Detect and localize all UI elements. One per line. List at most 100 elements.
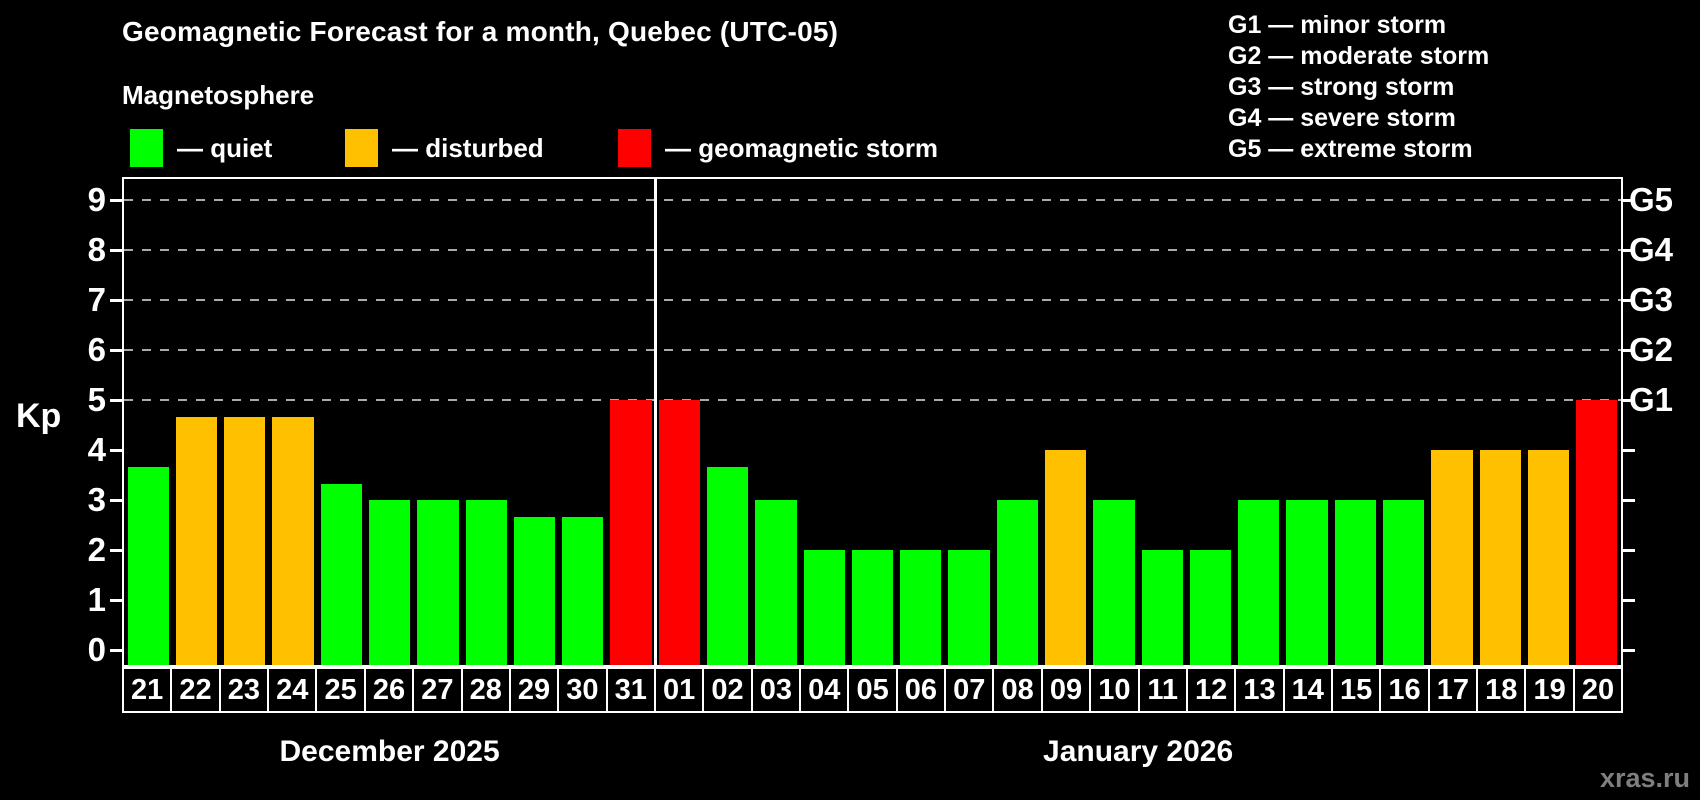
y-tick-right-8	[1623, 249, 1635, 252]
legend-quiet-label: — quiet	[177, 132, 273, 163]
y-tick-right-4	[1623, 449, 1635, 452]
bar-day-12	[1189, 550, 1232, 665]
y-tick-label-8: 8	[87, 231, 106, 268]
day-cell-04: 04	[799, 667, 850, 713]
month-label-december: December 2025	[279, 735, 500, 768]
day-cell-06: 06	[895, 667, 947, 713]
y-tick-label-1: 1	[87, 581, 106, 618]
bar-day-30	[562, 516, 604, 665]
g-level-label-g3: G3	[1629, 281, 1674, 318]
day-cell-25: 25	[315, 667, 366, 713]
bar-day-01	[658, 400, 700, 665]
y-tick-left-8	[110, 249, 122, 252]
g-legend-row-1: G1 — minor storm	[1228, 11, 1447, 39]
bar-day-17	[1431, 450, 1473, 665]
gridline-kp-8	[124, 249, 1621, 251]
day-cell-12: 12	[1185, 667, 1237, 713]
gridline-kp-9	[124, 199, 1621, 201]
bar-day-19	[1527, 450, 1570, 665]
day-cell-27: 27	[412, 667, 463, 713]
y-tick-left-3	[110, 499, 122, 502]
bar-day-29	[513, 516, 556, 665]
legend-item-quiet: — quiet	[130, 128, 272, 168]
bar-day-14	[1286, 500, 1328, 665]
y-tick-right-3	[1623, 499, 1635, 502]
bar-day-15	[1334, 500, 1377, 665]
day-cell-18: 18	[1476, 667, 1527, 713]
y-tick-left-2	[110, 549, 122, 552]
g-level-label-g4: G4	[1629, 231, 1674, 268]
y-tick-label-2: 2	[87, 531, 106, 568]
legend-storm-label: — geomagnetic storm	[665, 132, 939, 163]
day-cell-20: 20	[1572, 667, 1624, 713]
month-boundary-line	[653, 179, 657, 665]
bar-day-23	[224, 416, 266, 665]
g-legend-row-2: G2 — moderate storm	[1228, 42, 1490, 70]
day-cell-15: 15	[1330, 667, 1382, 713]
y-tick-right-7	[1623, 299, 1635, 302]
bar-day-26	[368, 500, 411, 665]
day-label-row: 21 22 23 24 25 26 27 28 29 30 31 01 02 03 04 05 06 07 08 09…	[122, 667, 1624, 713]
bar-day-05	[851, 550, 894, 665]
g-level-label-g2: G2	[1629, 331, 1674, 368]
y-tick-right-2	[1623, 549, 1635, 552]
storm-color-swatch	[618, 129, 651, 167]
day-cell-23: 23	[218, 667, 270, 713]
day-cell-22: 22	[170, 667, 221, 713]
day-cell-07: 07	[944, 667, 995, 713]
y-tick-left-6	[110, 349, 122, 352]
y-tick-label-7: 7	[87, 281, 106, 318]
bar-day-10	[1093, 500, 1135, 665]
day-cell-24: 24	[267, 667, 318, 713]
bar-day-24	[272, 416, 314, 665]
bar-day-27	[417, 500, 459, 665]
bar-day-08	[996, 500, 1038, 665]
day-cell-09: 09	[1040, 667, 1092, 713]
y-tick-label-6: 6	[87, 331, 106, 368]
y-tick-left-0	[110, 649, 122, 652]
bar-day-03	[755, 500, 797, 665]
y-tick-left-5	[110, 399, 122, 402]
day-cell-08: 08	[992, 667, 1043, 713]
bar-day-25	[320, 483, 362, 665]
day-cell-05: 05	[847, 667, 898, 713]
disturbed-color-swatch	[345, 129, 378, 167]
y-tick-right-6	[1623, 349, 1635, 352]
day-cell-30: 30	[557, 667, 608, 713]
watermark: xras.ru	[1599, 763, 1690, 793]
y-tick-label-3: 3	[87, 481, 106, 518]
y-tick-right-1	[1623, 599, 1635, 602]
day-cell-13: 13	[1234, 667, 1285, 713]
y-tick-left-9	[110, 199, 122, 202]
gridline-kp-6	[124, 349, 1621, 351]
y-tick-label-0: 0	[87, 631, 106, 668]
g-legend-row-4: G4 — severe storm	[1228, 104, 1456, 132]
y-tick-label-4: 4	[87, 431, 106, 468]
bar-day-21	[127, 466, 169, 665]
day-cell-28: 28	[460, 667, 511, 713]
y-tick-right-0	[1623, 649, 1635, 652]
bar-day-07	[948, 550, 990, 665]
g-legend-row-5: G5 — extreme storm	[1228, 135, 1473, 163]
day-cell-11: 11	[1137, 667, 1188, 713]
y-tick-left-4	[110, 449, 122, 452]
day-cell-14: 14	[1282, 667, 1333, 713]
day-cell-02: 02	[702, 667, 753, 713]
y-axis-title: Kp	[16, 397, 62, 435]
day-cell-31: 31	[605, 667, 656, 713]
plot-area: Kp 0 1 2 3 4 5 6 7 8 9 G1 G2 G3 G4 G5	[16, 177, 1673, 668]
page-title: Geomagnetic Forecast for a month, Quebec…	[122, 16, 839, 47]
day-cell-21: 21	[122, 667, 173, 713]
magnetosphere-subtitle: Magnetosphere	[122, 80, 315, 110]
y-tick-label-5: 5	[87, 381, 106, 418]
bar-day-22	[175, 416, 218, 665]
y-tick-right-9	[1623, 199, 1635, 202]
day-cell-01: 01	[653, 667, 705, 713]
y-tick-left-1	[110, 599, 122, 602]
bar-day-13	[1238, 500, 1280, 665]
day-cell-17: 17	[1427, 667, 1479, 713]
g-level-label-g1: G1	[1629, 381, 1674, 418]
legend-item-storm: — geomagnetic storm	[618, 128, 938, 168]
bar-day-28	[465, 500, 507, 665]
month-label-january: January 2026	[1043, 735, 1234, 768]
